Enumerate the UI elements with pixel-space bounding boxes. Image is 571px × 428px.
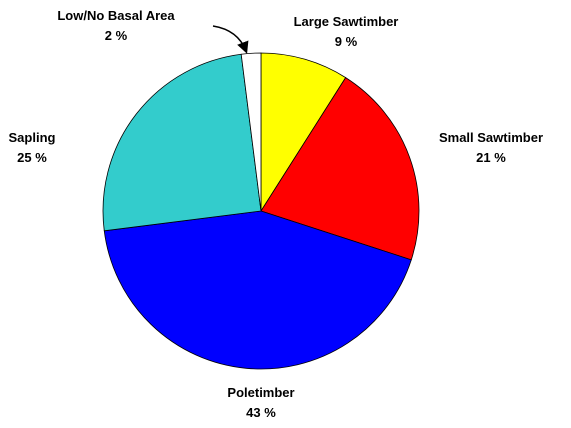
slice-label-large-sawtimber: Large Sawtimber 9 %: [294, 14, 399, 49]
slice-value-label: 21 %: [476, 150, 506, 165]
slice-name-label: Large Sawtimber: [294, 14, 399, 29]
labels-layer: Large Sawtimber 9 % Small Sawtimber 21 % Pol…: [9, 8, 544, 420]
slices-layer: [102, 52, 420, 370]
slice-label-sapling: Sapling 25 %: [9, 130, 56, 165]
slice-value-label: 43 %: [246, 405, 276, 420]
pie-slice-sapling: [102, 53, 262, 232]
pie-slice-large-sawtimber: [260, 52, 347, 213]
slice-name-label: Low/No Basal Area: [57, 8, 175, 23]
pie-slice-small-sawtimber: [260, 77, 420, 261]
slice-label-low-no-basal-area: Low/No Basal Area 2 %: [57, 8, 175, 43]
pie-slice-low-no-basal-area: [240, 52, 262, 212]
slice-value-label: 2 %: [105, 28, 128, 43]
pie-slice-poletimber: [103, 210, 412, 370]
slice-label-poletimber: Poletimber 43 %: [227, 385, 294, 420]
slice-label-small-sawtimber: Small Sawtimber 21 %: [439, 130, 543, 165]
slice-name-label: Sapling: [9, 130, 56, 145]
slice-name-label: Small Sawtimber: [439, 130, 543, 145]
slice-value-label: 25 %: [17, 150, 47, 165]
slice-value-label: 9 %: [335, 34, 358, 49]
callout-arrow: [212, 25, 249, 54]
slice-name-label: Poletimber: [227, 385, 294, 400]
